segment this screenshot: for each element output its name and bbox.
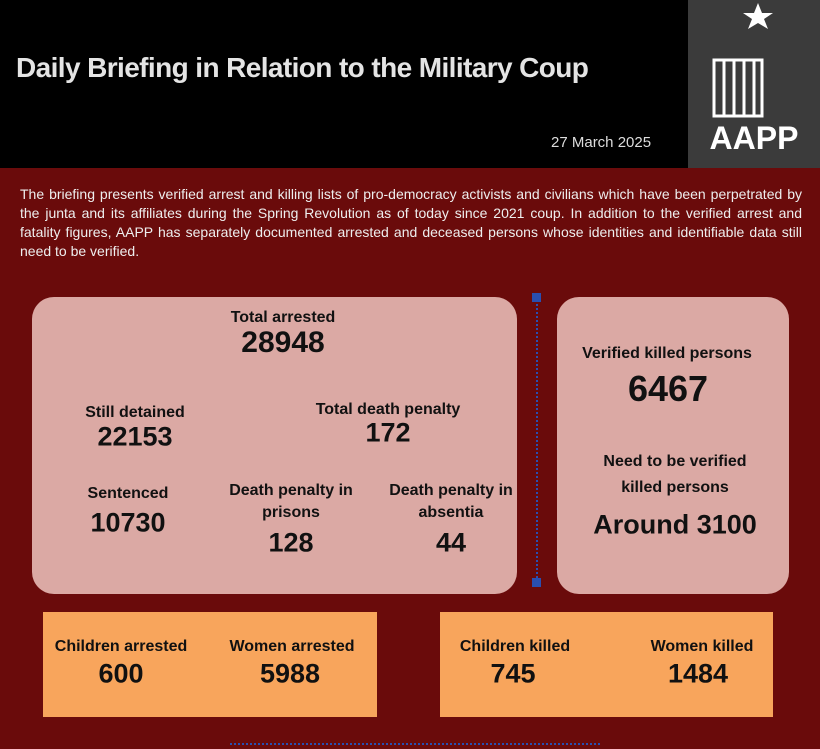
header — [0, 0, 688, 168]
date: 27 March 2025 — [551, 134, 652, 151]
stat-value: 600 — [98, 658, 144, 689]
stat-label: Need to be verified killed persons — [603, 453, 747, 496]
stat-label: Children killed — [459, 638, 571, 655]
stat-value: 22153 — [97, 421, 173, 452]
logo-text: AAPP — [709, 120, 799, 156]
stat-label: Total death penalty — [315, 401, 461, 418]
stat-label: Women killed — [650, 638, 754, 655]
divider — [536, 297, 538, 582]
arrest-box — [43, 612, 377, 717]
divider-dot — [532, 578, 541, 587]
stat-value: 28948 — [241, 326, 325, 359]
stat-value: 5988 — [259, 658, 321, 689]
stat-value: 1484 — [667, 658, 729, 689]
stat-value: 745 — [490, 658, 536, 689]
title: Daily Briefing in Relation to the Milita… — [16, 52, 589, 83]
stat-value: 172 — [365, 417, 411, 448]
killed-panel — [557, 297, 789, 594]
stat-value: Around 3100 — [593, 509, 757, 540]
divider-dot — [532, 293, 541, 302]
stat-value: 44 — [435, 527, 467, 558]
stat-value: 6467 — [627, 368, 709, 409]
stat-label: Women arrested — [229, 638, 355, 655]
footer-divider — [230, 743, 600, 745]
stat-label: Still detained — [85, 404, 185, 421]
stat-label: Sentenced — [87, 485, 169, 502]
stat-label: Death penalty in absentia — [389, 482, 513, 521]
stat-label: Death penalty in prisons — [229, 482, 353, 521]
stat-label: Total arrested — [230, 309, 336, 326]
stat-value: 128 — [268, 527, 314, 558]
intro: The briefing presents verified arrest an… — [20, 186, 802, 259]
logo — [712, 3, 808, 125]
stat-value: 10730 — [90, 507, 166, 538]
killed-box — [440, 612, 773, 717]
stat-label: Children arrested — [54, 638, 188, 655]
logo-panel: AAPP — [688, 0, 820, 168]
arrest-panel — [32, 297, 517, 594]
stat-label: Verified killed persons — [582, 345, 752, 362]
